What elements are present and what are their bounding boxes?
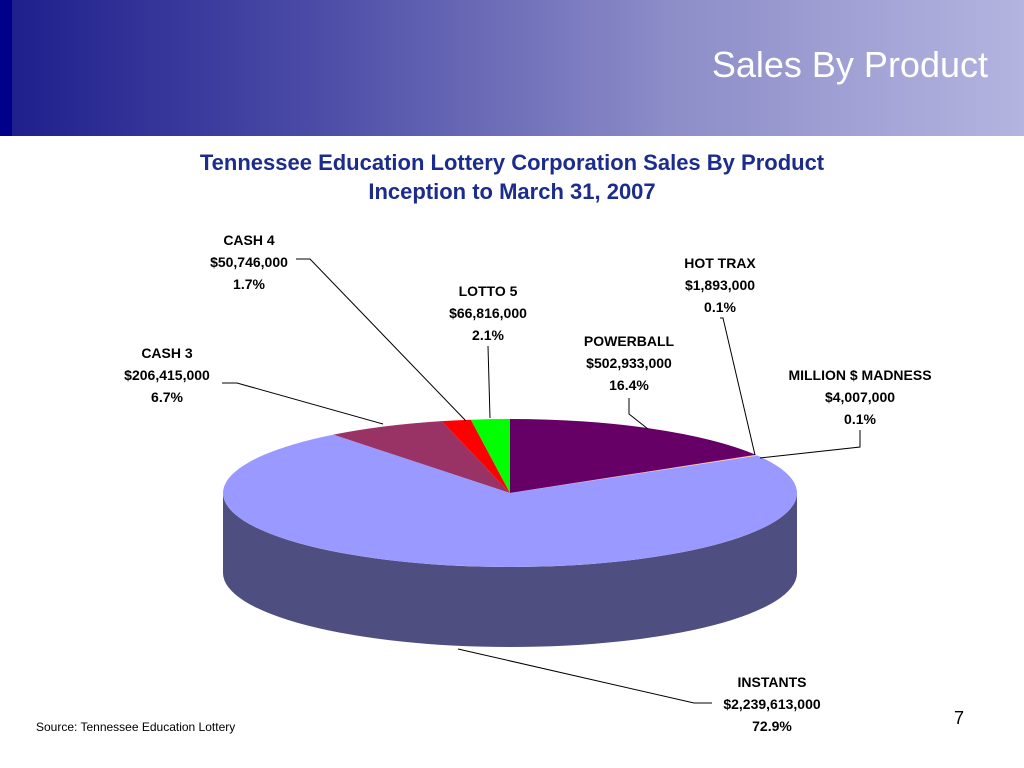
data-label-instants: INSTANTS $2,239,613,000 72.9% — [457, 648, 821, 734]
label-name: CASH 4 — [223, 232, 275, 248]
label-name: HOT TRAX — [684, 255, 756, 271]
pie-slice-cash-3 — [333, 421, 510, 493]
label-percent: 6.7% — [151, 389, 183, 405]
label-amount: $1,893,000 — [685, 277, 755, 293]
leader-line-cash-4 — [296, 258, 467, 422]
data-label-powerball: POWERBALL $502,933,000 16.4% — [584, 333, 675, 430]
header-banner: Sales By Product — [0, 0, 1024, 136]
pie-slice-cash-4 — [441, 419, 510, 493]
label-percent: 16.4% — [609, 377, 649, 393]
label-amount: $4,007,000 — [825, 389, 895, 405]
data-label-cash-4: CASH 4 $50,746,000 1.7% — [210, 232, 467, 422]
pie-slice-lotto-5 — [470, 418, 510, 493]
pie-side-wall — [223, 493, 797, 647]
label-name: MILLION $ MADNESS — [788, 367, 931, 383]
label-percent: 1.7% — [233, 276, 265, 292]
label-percent: 0.1% — [844, 411, 876, 427]
label-amount: $66,816,000 — [449, 305, 527, 321]
data-label-hot-trax: HOT TRAX $1,893,000 0.1% — [684, 255, 756, 456]
label-amount: $502,933,000 — [586, 355, 672, 371]
data-label-million-madness: MILLION $ MADNESS $4,007,000 0.1% — [759, 367, 932, 459]
header-edge-stripe — [0, 0, 12, 136]
chart-title-block: Tennessee Education Lottery Corporation … — [0, 148, 1024, 206]
label-name: POWERBALL — [584, 333, 675, 349]
leader-line-lotto-5 — [487, 345, 491, 419]
slide-title: Sales By Product — [711, 44, 988, 85]
chart-subtitle: Inception to March 31, 2007 — [368, 179, 656, 204]
data-label-cash-3: CASH 3 $206,415,000 6.7% — [124, 345, 384, 425]
leader-line-hot-trax — [720, 317, 756, 456]
label-name: CASH 3 — [141, 345, 193, 361]
label-percent: 72.9% — [752, 718, 792, 734]
leader-line-million-madness — [759, 430, 861, 459]
label-amount: $2,239,613,000 — [723, 696, 821, 712]
source-note: Source: Tennessee Education Lottery — [36, 720, 236, 734]
chart-title: Tennessee Education Lottery Corporation … — [199, 150, 825, 175]
label-amount: $206,415,000 — [124, 367, 210, 383]
pie-slice-instants — [223, 434, 797, 567]
data-label-lotto-5: LOTTO 5 $66,816,000 2.1% — [449, 283, 527, 419]
pie-slice-million-madness — [510, 455, 758, 493]
leader-line-cash-3 — [222, 382, 384, 425]
label-percent: 2.1% — [472, 327, 504, 343]
label-amount: $50,746,000 — [210, 254, 288, 270]
leader-line-instants — [457, 648, 712, 704]
page-number: 7 — [953, 708, 964, 728]
label-name: LOTTO 5 — [459, 283, 518, 299]
label-name: INSTANTS — [738, 674, 807, 690]
pie-slice-hot-trax — [510, 454, 757, 493]
pie-slice-powerball — [510, 418, 756, 493]
leader-line-powerball — [628, 398, 649, 430]
label-percent: 0.1% — [704, 299, 736, 315]
